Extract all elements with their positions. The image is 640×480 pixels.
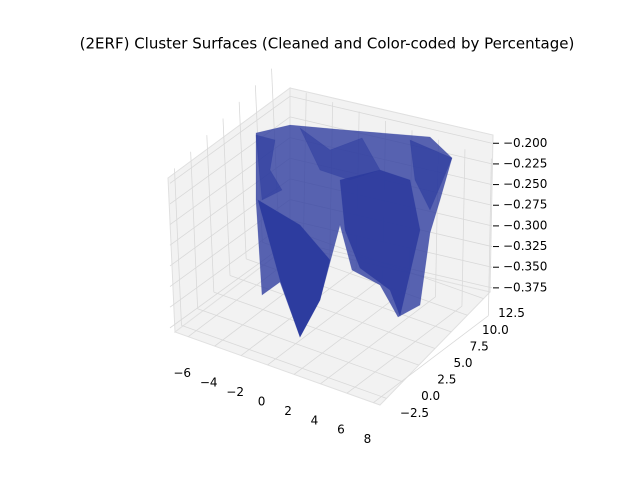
surface-patch — [339, 169, 421, 318]
grid-line — [174, 168, 182, 326]
grid-line — [181, 324, 387, 399]
y-tick-label: 0.0 — [421, 389, 440, 403]
grid-line — [190, 151, 199, 309]
grid-line — [320, 296, 436, 385]
grid-line — [346, 305, 463, 394]
x-tick-label: 2 — [284, 404, 292, 418]
z-tick-label: −0.275 — [503, 198, 547, 212]
grid-line — [213, 291, 419, 366]
surface — [255, 124, 453, 338]
z-tick-label: −0.300 — [503, 218, 547, 232]
z-tick-label: −0.200 — [503, 136, 547, 150]
grid-line — [197, 308, 403, 383]
grid-line — [373, 315, 489, 403]
grid-line — [461, 149, 466, 307]
z-tick-label: −0.375 — [503, 280, 547, 294]
y-tick-label: 2.5 — [437, 373, 456, 387]
y-tick-label: −2.5 — [400, 406, 429, 420]
grid-line — [267, 277, 383, 366]
z-tick-label: −0.350 — [503, 260, 547, 274]
y-tick-label: 12.5 — [498, 306, 525, 320]
surface-patch — [255, 134, 283, 201]
x-tick-label: 0 — [258, 394, 266, 408]
x-tick-label: −2 — [226, 385, 244, 399]
surface-patch — [409, 139, 453, 211]
y-tick-label: 10.0 — [482, 323, 509, 337]
y-tick-label: 7.5 — [470, 339, 489, 353]
grid-line — [169, 95, 291, 184]
z-tick-label: −0.250 — [503, 177, 547, 191]
grid-line — [238, 101, 247, 259]
x-tick-label: 4 — [311, 413, 319, 427]
x-tick-label: 6 — [337, 423, 345, 437]
z-tick-label: −0.325 — [503, 239, 547, 253]
grid-line — [487, 158, 492, 316]
surface-patch — [257, 199, 331, 338]
chart-title: (2ERF) Cluster Surfaces (Cleaned and Col… — [80, 35, 575, 53]
x-tick-label: 8 — [364, 432, 372, 446]
y-tick-label: 5.0 — [453, 356, 472, 370]
grid-line — [289, 95, 493, 144]
grid-line — [206, 135, 215, 293]
grid-line — [222, 118, 231, 276]
x-tick-label: −4 — [200, 376, 218, 390]
z-tick-label: −0.225 — [503, 156, 547, 170]
x-tick-label: −6 — [173, 366, 191, 380]
